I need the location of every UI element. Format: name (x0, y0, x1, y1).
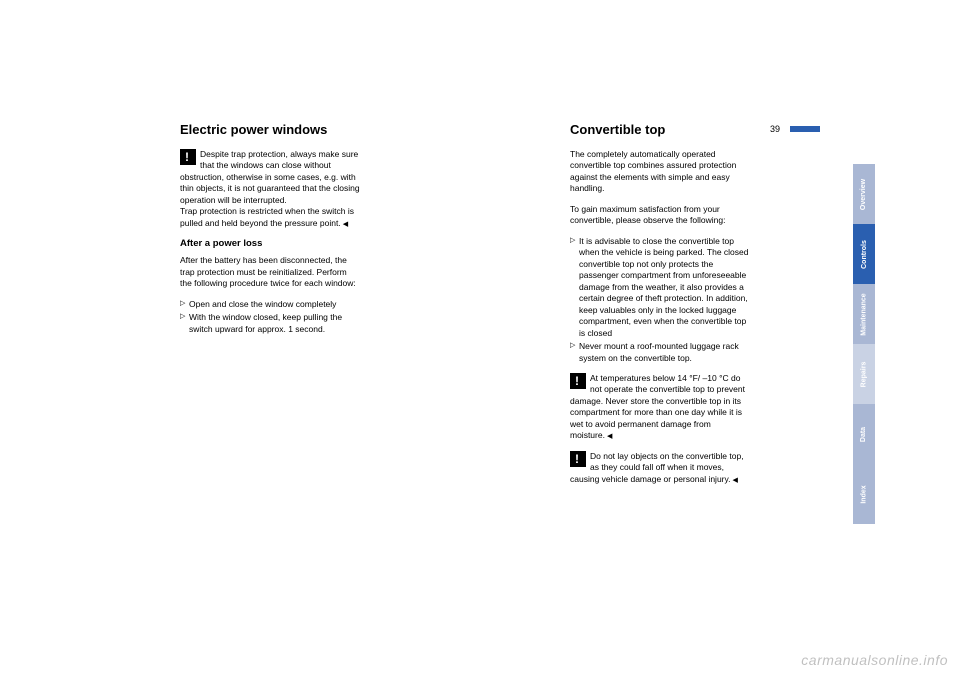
tab-index[interactable]: Index (853, 464, 875, 524)
warning-text: Despite trap protection, always make sur… (180, 149, 360, 228)
warning-icon (570, 451, 586, 467)
page-number: 39 (770, 124, 780, 134)
left-column: Electric power windows Despite trap prot… (180, 122, 360, 344)
bullet-list-convertible: It is advisable to close the convertible… (570, 236, 750, 364)
list-item: Open and close the window completely (180, 299, 360, 310)
list-item: With the window closed, keep pulling the… (180, 312, 360, 335)
warning-trap-protection: Despite trap protection, always make sur… (180, 149, 360, 229)
tab-maintenance[interactable]: Maintenance (853, 284, 875, 344)
watermark: carmanualsonline.info (801, 652, 948, 668)
tab-data[interactable]: Data (853, 404, 875, 464)
side-tab-strip: Overview Controls Maintenance Repairs Da… (853, 164, 875, 524)
paragraph-observe: To gain maximum satisfaction from your c… (570, 204, 750, 227)
paragraph-reinitialize: After the battery has been disconnected,… (180, 255, 360, 289)
tab-label: Maintenance (861, 293, 868, 335)
paragraph-intro: The completely automatically operated co… (570, 149, 750, 195)
tab-overview[interactable]: Overview (853, 164, 875, 224)
tab-label: Repairs (861, 361, 868, 387)
section-title-convertible: Convertible top (570, 122, 750, 137)
tab-label: Overview (861, 178, 868, 209)
bullet-list-windows: Open and close the window completely Wit… (180, 299, 360, 335)
warning-objects: Do not lay objects on the convertible to… (570, 451, 750, 485)
tab-label: Controls (861, 240, 868, 269)
subheading-power-loss: After a power loss (180, 238, 360, 249)
warning-text: At temperatures below 14 °F/ –10 °C do n… (570, 373, 745, 440)
warning-temperature: At temperatures below 14 °F/ –10 °C do n… (570, 373, 750, 442)
list-item: Never mount a roof-mounted luggage rack … (570, 341, 750, 364)
manual-page: 39 Electric power windows Despite trap p… (180, 122, 840, 622)
warning-text: Do not lay objects on the convertible to… (570, 451, 744, 484)
tab-label: Index (860, 485, 867, 503)
tab-label: Data (861, 426, 868, 441)
page-accent-bar (790, 126, 820, 132)
right-column: Convertible top The completely automatic… (570, 122, 750, 494)
tab-repairs[interactable]: Repairs (853, 344, 875, 404)
list-item: It is advisable to close the convertible… (570, 236, 750, 339)
tab-controls[interactable]: Controls (853, 224, 875, 284)
warning-icon (180, 149, 196, 165)
warning-icon (570, 373, 586, 389)
section-title-windows: Electric power windows (180, 122, 360, 137)
